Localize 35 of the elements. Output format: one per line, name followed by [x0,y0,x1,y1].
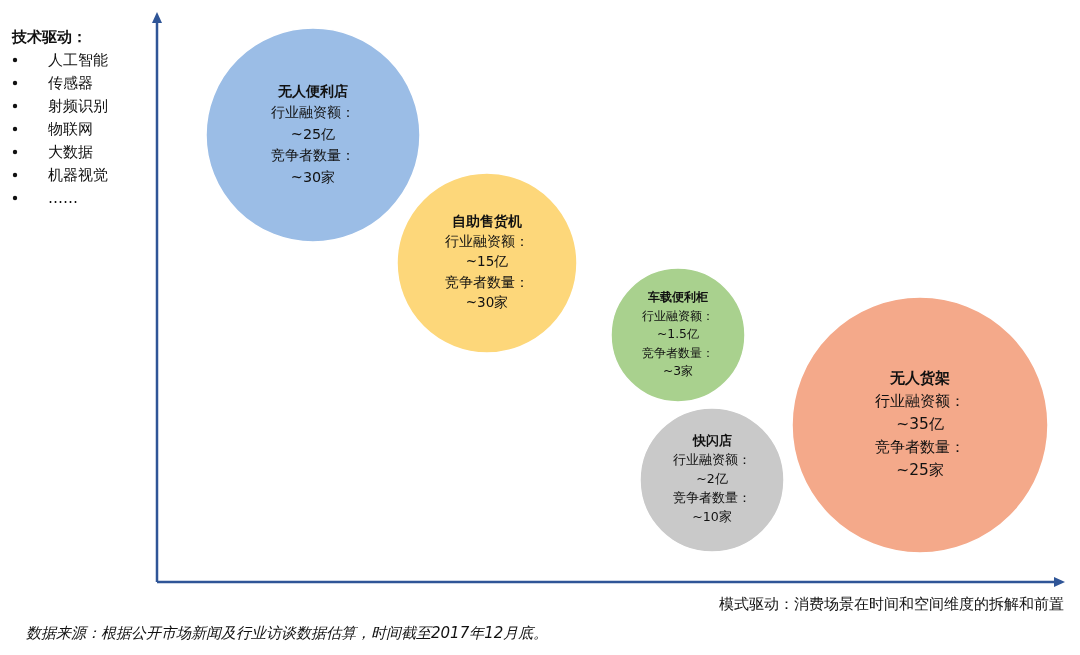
text: 行业融资额： [673,452,751,468]
series-label: 行业融资额： [642,308,714,323]
text: 竞争者数量： [673,490,751,506]
text: 竞争者数量： [642,345,714,360]
category-label: 无人便利店 [277,82,348,99]
text: 模式驱动：消费场景在时间和空间维度的拆解和前置 [719,595,1064,613]
data-label: ~35亿 [896,414,944,433]
text: 物联网 [48,120,93,138]
category-label: 无人货架 [889,368,950,387]
text: 竞争者数量： [445,273,529,290]
text: 机器视觉 [48,166,108,184]
category-label: 快闪店 [691,433,732,449]
text: …… [48,189,78,207]
text: 传感器 [48,74,93,92]
text: 射频识别 [48,97,108,115]
text: 行业融资额： [271,104,355,121]
data-label: ~2亿 [696,471,728,487]
text: 竞争者数量： [875,437,965,456]
data-label: ~10家 [692,508,732,524]
text: 行业融资额： [875,391,965,410]
data-label: ~30家 [290,168,336,185]
data-label: ~25家 [896,461,944,480]
data-label: ~1.5亿 [657,327,699,342]
data-label: ~25亿 [290,125,336,142]
text: 大数据 [48,143,93,161]
source-note: 数据来源：根据公开市场新闻及行业访谈数据估算，时间截至2017年12月底。 [26,624,549,642]
text: 竞争者数量： [271,147,355,164]
text: 人工智能 [48,51,108,69]
category-label: 车载便利柜 [647,290,708,305]
text: 行业融资额： [445,233,529,250]
data-label: ~15亿 [465,253,509,270]
category-label: 自助售货机 [452,212,522,229]
text: 技术驱动： [11,28,87,46]
data-label: ~30家 [465,293,509,310]
data-label: ~3家 [662,364,694,379]
